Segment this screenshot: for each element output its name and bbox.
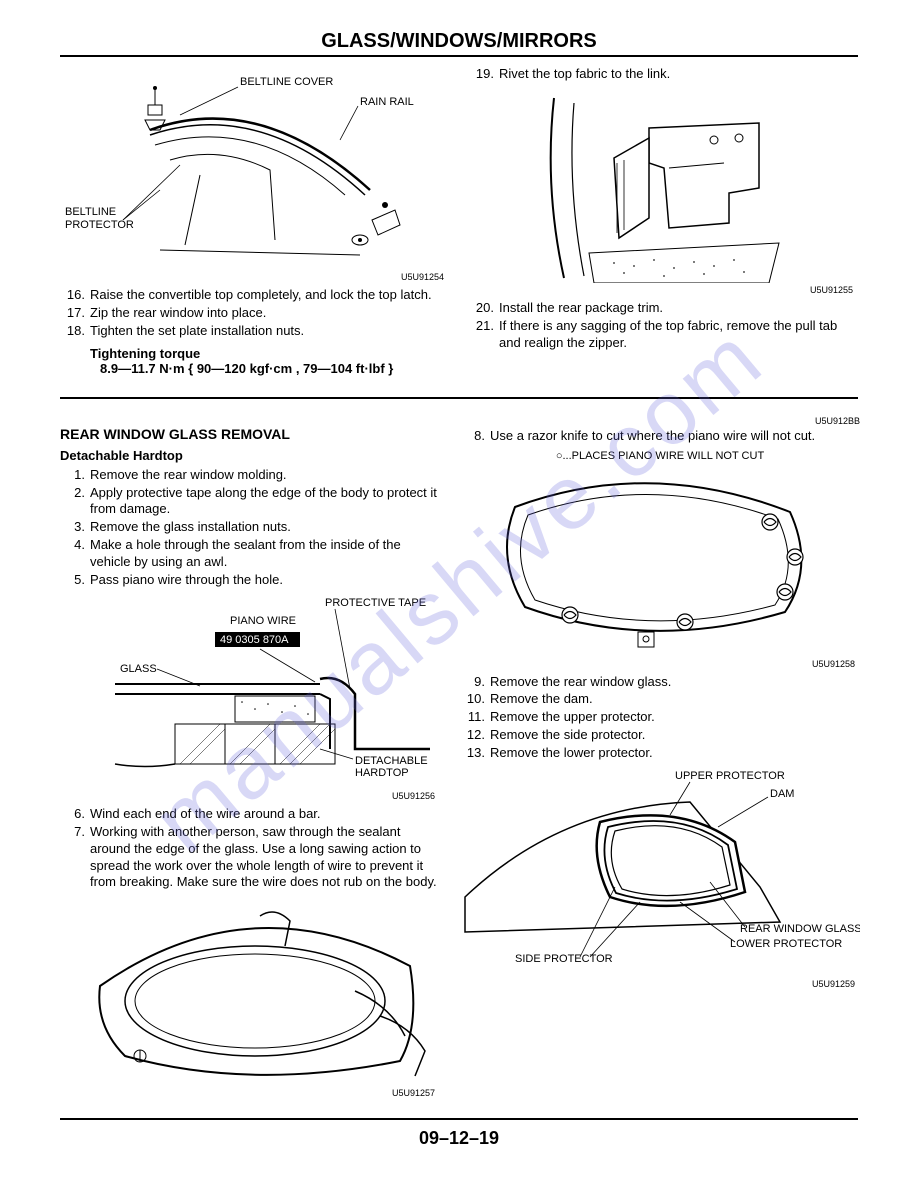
section-divider xyxy=(60,397,858,399)
figure-3-code: U5U91256 xyxy=(60,791,440,801)
label-rain-rail: RAIN RAIL xyxy=(360,96,414,108)
step-8: 8.Use a razor knife to cut where the pia… xyxy=(460,428,860,445)
label-lower-protector: LOWER PROTECTOR xyxy=(730,938,842,950)
steps-16-18: 16.Raise the convertible top completely,… xyxy=(60,287,449,340)
subsection-title: Detachable Hardtop xyxy=(60,448,440,463)
figure-6-code: U5U91259 xyxy=(460,979,860,989)
label-beltline-protector-1: BELTLINE xyxy=(65,206,116,218)
steps-6-7: 6.Wind each end of the wire around a bar… xyxy=(60,806,440,891)
page-footer: 09–12–19 xyxy=(60,1118,858,1149)
label-detachable-1: DETACHABLE xyxy=(355,755,428,767)
label-rear-window-glass: REAR WINDOW GLASS xyxy=(740,923,860,935)
label-side-protector: SIDE PROTECTOR xyxy=(515,953,613,965)
section-title: REAR WINDOW GLASS REMOVAL xyxy=(60,426,440,442)
label-dam: DAM xyxy=(770,788,794,800)
step-19: 19.Rivet the top fabric to the link. xyxy=(469,66,858,83)
part-number: 49 0305 870A xyxy=(220,634,289,646)
figure-6: UPPER PROTECTOR DAM REAR WINDOW GLASS LO… xyxy=(460,767,860,989)
label-detachable-2: HARDTOP xyxy=(355,767,409,779)
figure-2: U5U91255 xyxy=(469,88,858,295)
figure-1-code: U5U91254 xyxy=(60,272,449,282)
figure-1: BELTLINE COVER RAIN RAIL BELTLINE PROTEC… xyxy=(60,70,449,282)
steps-1-5: 1.Remove the rear window molding. 2.Appl… xyxy=(60,467,440,589)
figure-4: U5U91257 xyxy=(60,896,440,1098)
figure-5-code: U5U91258 xyxy=(460,659,860,669)
figure-5-caption: ○...PLACES PIANO WIRE WILL NOT CUT xyxy=(460,450,860,462)
page-header: GLASS/WINDOWS/MIRRORS xyxy=(60,30,858,57)
steps-9-13: 9.Remove the rear window glass. 10.Remov… xyxy=(460,674,860,762)
label-beltline-protector-2: PROTECTOR xyxy=(65,219,134,231)
page-number: 09–12–19 xyxy=(419,1128,499,1148)
figure-3: PROTECTIVE TAPE PIANO WIRE 49 0305 870A … xyxy=(60,594,440,801)
label-beltline-cover: BELTLINE COVER xyxy=(240,76,333,88)
page-title: GLASS/WINDOWS/MIRRORS xyxy=(60,30,858,53)
doc-id: U5U912BB xyxy=(460,416,860,426)
label-piano-wire: PIANO WIRE xyxy=(230,615,296,627)
figure-2-code: U5U91255 xyxy=(469,285,858,295)
torque-spec: Tightening torque 8.9—11.7 N·m { 90—120 … xyxy=(90,346,449,376)
label-glass: GLASS xyxy=(120,663,157,675)
figure-4-code: U5U91257 xyxy=(60,1088,440,1098)
label-upper-protector: UPPER PROTECTOR xyxy=(675,770,785,782)
steps-20-21: 20.Install the rear package trim. 21.If … xyxy=(469,300,858,352)
figure-5: U5U91258 xyxy=(460,467,860,669)
label-protective-tape: PROTECTIVE TAPE xyxy=(325,597,426,609)
